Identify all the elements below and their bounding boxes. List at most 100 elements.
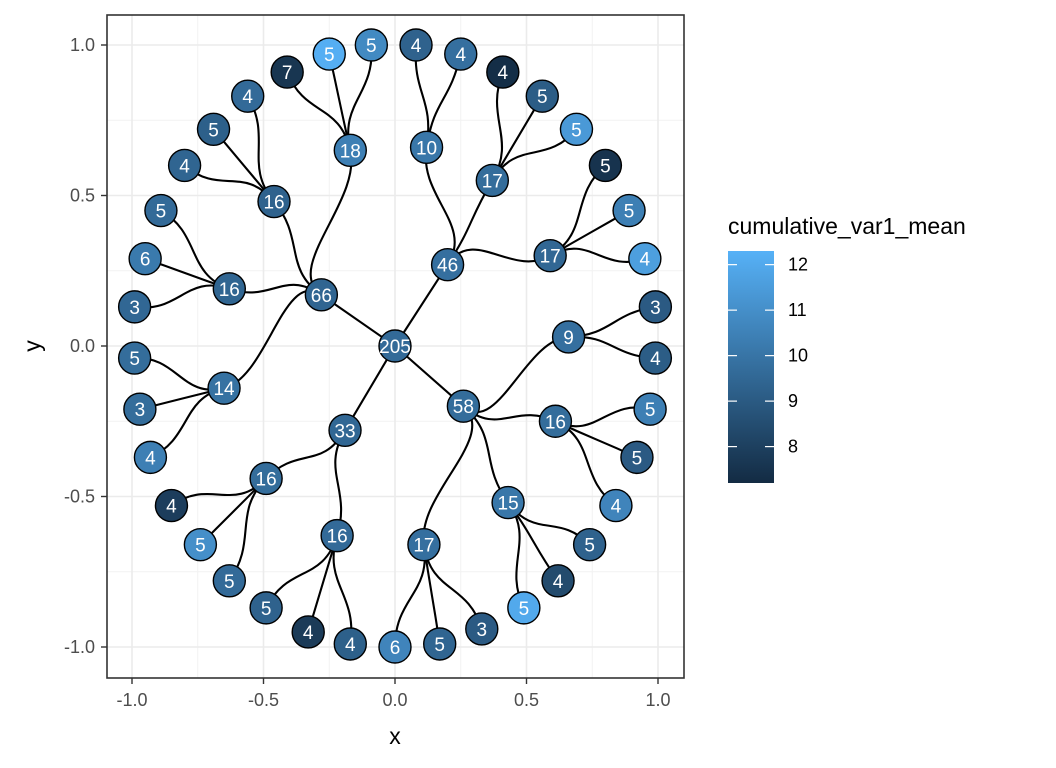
node-label: 5 xyxy=(600,156,611,177)
node-label: 4 xyxy=(411,36,422,57)
x-tick-label: -1.0 xyxy=(116,690,147,710)
node-circle xyxy=(538,404,573,438)
tree-node: 5 xyxy=(117,341,152,375)
x-axis-title: x xyxy=(389,723,401,749)
node-circle xyxy=(270,55,304,89)
node-circle xyxy=(551,320,586,354)
node-circle xyxy=(133,440,168,475)
node-label: 16 xyxy=(545,412,566,433)
node-label: 46 xyxy=(437,256,458,277)
y-tick-label: 1.0 xyxy=(70,35,95,55)
tree-node: 4 xyxy=(444,37,478,71)
tree-node: 4 xyxy=(333,627,367,661)
tree-node: 46 xyxy=(430,248,465,282)
node-label: 4 xyxy=(611,497,622,518)
node-circle xyxy=(407,527,441,562)
tree-node: 17 xyxy=(475,163,510,198)
node-circle xyxy=(291,615,325,649)
node-label: 5 xyxy=(624,202,635,223)
node-circle xyxy=(117,290,152,324)
node-label: 5 xyxy=(645,400,656,421)
node-label: 4 xyxy=(242,87,253,108)
node-label: 17 xyxy=(482,171,503,192)
node-circle xyxy=(312,37,346,71)
tree-node: 10 xyxy=(409,130,444,165)
node-label: 5 xyxy=(519,599,530,620)
tree-node: 5 xyxy=(212,564,247,598)
node-circle xyxy=(572,527,607,562)
node-label: 5 xyxy=(434,635,445,656)
tree-node: 5 xyxy=(612,193,646,228)
node-circle xyxy=(638,290,673,324)
node-label: 3 xyxy=(135,400,146,421)
tree-node: 14 xyxy=(207,371,241,405)
node-label: 3 xyxy=(129,298,140,319)
node-label: 4 xyxy=(498,63,509,84)
tree-node: 205 xyxy=(378,329,412,363)
tree-node: 18 xyxy=(333,133,367,168)
node-label: 18 xyxy=(340,141,361,162)
legend-title: cumulative_var1_mean xyxy=(728,213,966,239)
tree-node: 16 xyxy=(257,184,291,219)
node-label: 5 xyxy=(537,87,548,108)
node-circle xyxy=(409,130,444,165)
tree-node: 3 xyxy=(123,392,157,426)
tree-node: 4 xyxy=(291,615,325,649)
tree-node: 5 xyxy=(423,627,457,661)
node-label: 5 xyxy=(156,202,167,223)
node-label: 16 xyxy=(219,280,240,301)
y-axis-title: y xyxy=(19,340,45,352)
y-tick-label: -1.0 xyxy=(64,637,95,657)
tree-node: 16 xyxy=(538,404,573,438)
tree-node: 5 xyxy=(249,591,283,625)
tree-node: 33 xyxy=(328,413,362,447)
tree-node: 58 xyxy=(446,389,481,423)
node-circle xyxy=(491,485,525,520)
node-circle xyxy=(257,184,291,219)
node-label: 5 xyxy=(224,572,235,593)
node-label: 4 xyxy=(179,156,190,177)
node-label: 5 xyxy=(129,349,140,370)
tree-node: 66 xyxy=(304,278,339,312)
node-circle xyxy=(117,341,152,375)
node-circle xyxy=(430,248,465,282)
node-circle xyxy=(633,392,667,426)
node-label: 4 xyxy=(145,448,156,469)
tree-node: 5 xyxy=(183,527,218,562)
node-circle xyxy=(354,28,389,62)
tree-node: 4 xyxy=(599,488,633,523)
node-circle xyxy=(154,488,189,523)
legend-tick-label: 9 xyxy=(788,391,798,411)
tree-node: 5 xyxy=(559,112,594,146)
node-circle xyxy=(525,79,559,113)
tree-node: 5 xyxy=(588,148,623,183)
tree-node: 16 xyxy=(212,272,247,306)
legend-tick-label: 10 xyxy=(788,346,808,366)
node-label: 15 xyxy=(498,494,519,515)
tree-node: 6 xyxy=(378,630,412,664)
tree-node: 4 xyxy=(231,79,265,113)
node-circle xyxy=(588,148,623,183)
tree-node: 5 xyxy=(312,37,346,71)
node-circle xyxy=(399,28,433,62)
node-circle xyxy=(333,627,367,661)
node-circle xyxy=(533,238,567,273)
node-circle xyxy=(333,133,367,168)
node-circle xyxy=(249,461,283,496)
y-tick-label: 0.0 xyxy=(70,336,95,356)
tree-node: 9 xyxy=(551,320,586,354)
node-circle xyxy=(465,612,499,646)
node-label: 5 xyxy=(584,536,595,557)
tree-node: 4 xyxy=(167,148,202,183)
node-label: 5 xyxy=(632,448,643,469)
node-label: 4 xyxy=(345,635,356,656)
tree-node: 4 xyxy=(486,55,520,89)
node-label: 58 xyxy=(453,397,474,418)
legend-tick-label: 11 xyxy=(788,300,807,320)
x-tick-label: 0.5 xyxy=(514,690,539,710)
tree-node: 5 xyxy=(525,79,559,113)
node-circle xyxy=(444,37,478,71)
tree-node: 4 xyxy=(133,440,168,475)
node-label: 5 xyxy=(195,536,206,557)
